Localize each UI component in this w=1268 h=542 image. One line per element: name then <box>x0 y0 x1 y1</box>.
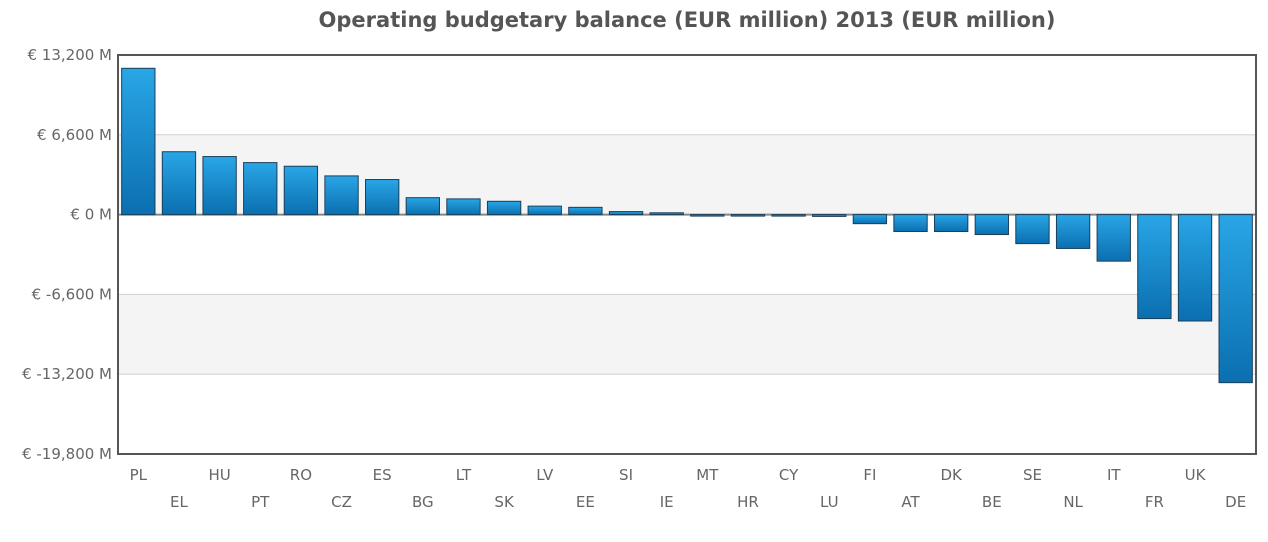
bar-bg <box>405 197 440 216</box>
x-tick-label: EE <box>576 493 595 511</box>
x-tick-label: SI <box>619 466 633 484</box>
x-tick-label: CZ <box>331 493 352 511</box>
bar-be <box>974 214 1009 236</box>
bar-de <box>1218 214 1253 384</box>
bar-si <box>608 211 644 216</box>
bar-es <box>365 179 400 216</box>
gridlines <box>118 54 1256 455</box>
bar-lt <box>446 198 481 216</box>
bar-uk <box>1177 214 1213 322</box>
plot-band <box>118 294 1256 375</box>
x-tick-label: BG <box>412 493 434 511</box>
x-tick-label: IT <box>1107 466 1121 484</box>
bar-mt <box>690 214 725 217</box>
bar-ee <box>568 206 603 216</box>
y-tick-label: € 0 M <box>70 206 112 224</box>
x-tick-label: UK <box>1185 466 1207 484</box>
bar-sk <box>486 200 522 216</box>
y-tick-label: € 13,200 M <box>27 46 112 64</box>
x-tick-label: NL <box>1063 493 1083 511</box>
x-tick-label: LV <box>536 466 554 484</box>
bar-cz <box>324 175 359 216</box>
bar-lu <box>812 214 847 217</box>
y-tick-label: € 6,600 M <box>37 126 112 144</box>
x-tick-label: BE <box>982 493 1002 511</box>
x-tick-label: CY <box>779 466 799 484</box>
bar-at <box>893 214 928 233</box>
bar-ro <box>283 165 319 216</box>
bar-fr <box>1137 214 1172 320</box>
plot-frame <box>117 54 1257 455</box>
y-tick-label: € -13,200 M <box>22 365 112 383</box>
x-tick-label: FR <box>1145 493 1164 511</box>
x-tick-label: LT <box>456 466 472 484</box>
x-tick-label: HR <box>737 493 759 511</box>
x-tick-label: RO <box>290 466 312 484</box>
chart-title: Operating budgetary balance (EUR million… <box>318 8 1056 32</box>
bar-ie <box>649 212 684 216</box>
bar-cy <box>771 214 806 217</box>
bar-it <box>1096 214 1131 262</box>
bar-pl <box>121 67 156 216</box>
bar-hr <box>730 214 766 217</box>
x-tick-label: PT <box>251 493 270 511</box>
plot-bands <box>118 134 1256 375</box>
x-tick-label: PL <box>130 466 148 484</box>
bar-lv <box>527 205 562 216</box>
y-tick-label: € -19,800 M <box>22 445 112 463</box>
x-tick-label: ES <box>373 466 392 484</box>
x-tick-label: SK <box>494 493 515 511</box>
x-tick-label: DE <box>1225 493 1246 511</box>
x-tick-label: SE <box>1023 466 1042 484</box>
x-tick-label: LU <box>820 493 839 511</box>
bar-fi <box>852 214 888 225</box>
bar-dk <box>934 214 969 233</box>
x-tick-label: EL <box>170 493 188 511</box>
bar-hu <box>202 156 237 216</box>
bar-nl <box>1055 214 1091 249</box>
bar-pt <box>243 162 278 216</box>
y-axis-ticks: € 13,200 M € 6,600 M € 0 M € -6,600 M € -13,… <box>22 46 112 463</box>
x-tick-label: FI <box>863 466 876 484</box>
x-tick-label: IE <box>660 493 674 511</box>
bar-se <box>1015 214 1050 245</box>
bar-el <box>161 151 197 216</box>
x-axis-ticks: PL EL HU PT RO CZ ES BG LT SK LV EE SI IE MT HR CY LU FI AT… <box>130 466 1247 511</box>
x-tick-label: DK <box>940 466 963 484</box>
bars <box>121 67 1253 384</box>
x-tick-label: AT <box>901 493 920 511</box>
y-tick-label: € -6,600 M <box>32 285 112 303</box>
x-tick-label: MT <box>696 466 719 484</box>
x-tick-label: HU <box>208 466 230 484</box>
